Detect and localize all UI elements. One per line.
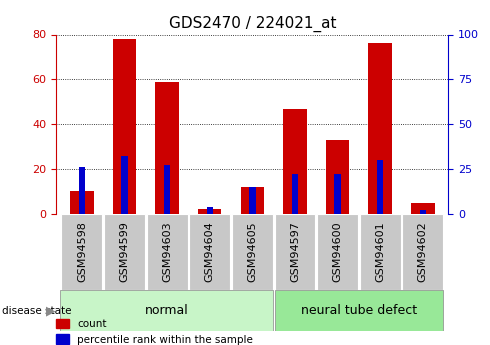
Text: GSM94599: GSM94599 <box>120 221 129 282</box>
Bar <box>411 203 435 214</box>
Title: GDS2470 / 224021_at: GDS2470 / 224021_at <box>169 16 336 32</box>
Bar <box>198 209 221 214</box>
Text: GSM94603: GSM94603 <box>162 221 172 282</box>
Bar <box>419 210 426 214</box>
FancyBboxPatch shape <box>104 214 145 290</box>
Bar <box>249 187 256 214</box>
FancyBboxPatch shape <box>317 214 358 290</box>
Bar <box>113 39 136 214</box>
Text: GSM94605: GSM94605 <box>247 221 257 282</box>
Text: GSM94601: GSM94601 <box>375 221 385 282</box>
Bar <box>79 167 85 214</box>
FancyBboxPatch shape <box>274 214 316 290</box>
FancyBboxPatch shape <box>189 214 230 290</box>
Bar <box>207 207 213 214</box>
Text: GSM94597: GSM94597 <box>290 221 300 282</box>
Bar <box>377 160 383 214</box>
FancyBboxPatch shape <box>402 214 443 290</box>
FancyBboxPatch shape <box>232 214 273 290</box>
Text: GSM94600: GSM94600 <box>333 221 343 282</box>
Text: GSM94602: GSM94602 <box>418 221 428 282</box>
Text: GSM94598: GSM94598 <box>77 221 87 282</box>
Text: GSM94604: GSM94604 <box>205 221 215 282</box>
FancyBboxPatch shape <box>147 214 188 290</box>
Bar <box>122 157 128 214</box>
FancyBboxPatch shape <box>274 290 443 331</box>
Bar <box>334 175 341 214</box>
Bar <box>164 166 171 214</box>
Bar <box>283 108 307 214</box>
Text: neural tube defect: neural tube defect <box>301 304 417 317</box>
FancyBboxPatch shape <box>61 214 102 290</box>
Bar <box>368 43 392 214</box>
Text: ▶: ▶ <box>46 304 55 317</box>
FancyBboxPatch shape <box>360 214 401 290</box>
Text: disease state: disease state <box>2 306 72 315</box>
Bar <box>326 140 349 214</box>
Legend: count, percentile rank within the sample: count, percentile rank within the sample <box>54 317 255 345</box>
Text: normal: normal <box>145 304 188 317</box>
Bar <box>292 175 298 214</box>
Bar <box>70 191 94 214</box>
Bar <box>241 187 264 214</box>
Bar <box>155 81 179 214</box>
FancyBboxPatch shape <box>60 290 273 331</box>
